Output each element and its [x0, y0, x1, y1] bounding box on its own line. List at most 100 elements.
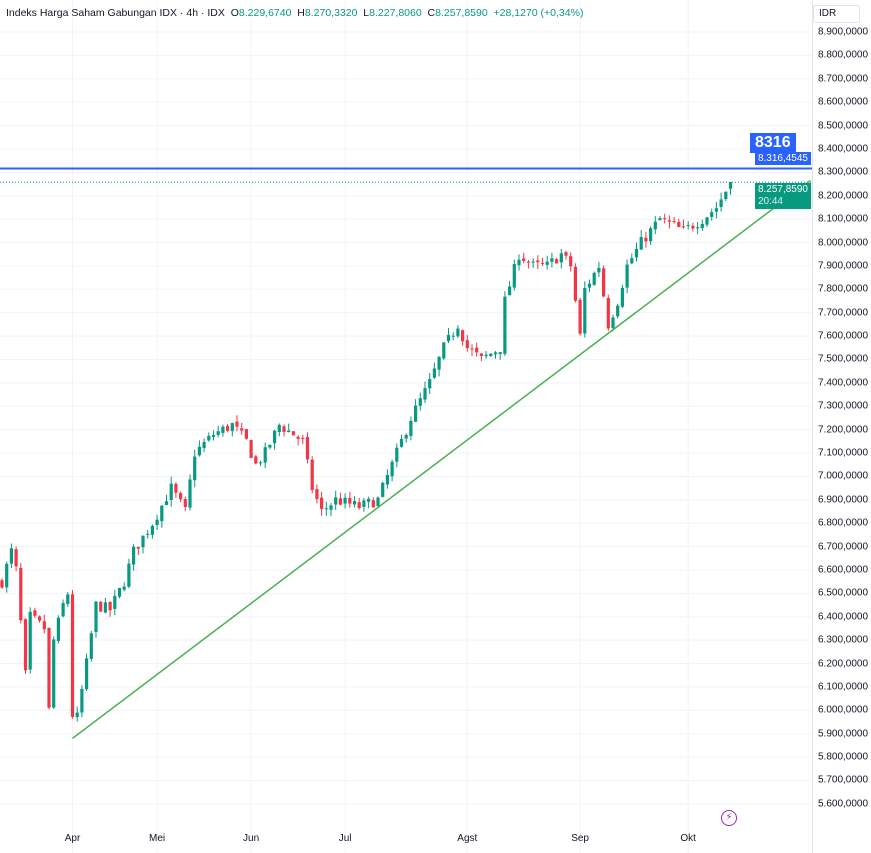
price-axis[interactable]: 8.900,0000 8.800,0000 8.700,0000 8.600,0000…: [812, 0, 871, 853]
candle-body: [244, 429, 248, 439]
price-tick-label: 7.500,0000: [818, 353, 869, 365]
candle-body: [428, 379, 432, 389]
price-tick-label: 7.300,0000: [818, 400, 869, 412]
time-tick-label: Mei: [149, 833, 166, 844]
lightning-icon[interactable]: ⚡︎: [721, 810, 737, 826]
candle-body: [216, 431, 220, 435]
symbol-title: Indeks Harga Saham Gabungan IDX · 4h · I…: [6, 7, 225, 19]
candle-body: [263, 447, 267, 463]
currency-button[interactable]: IDR: [813, 5, 860, 23]
candle-body: [235, 421, 239, 427]
time-tick-label: Jun: [243, 833, 260, 844]
candle-body: [315, 489, 319, 500]
candle-body: [630, 258, 634, 264]
candle-body: [620, 287, 624, 307]
price-tick-label: 8.000,0000: [818, 237, 869, 248]
change-value: +28,1270 (+0,34%): [493, 7, 584, 19]
candle-body: [634, 248, 639, 258]
candle-body: [183, 499, 187, 507]
candle-body: [329, 505, 333, 510]
candle-body: [33, 610, 37, 616]
price-tick-label: 6.700,0000: [818, 541, 869, 553]
candle-body: [442, 342, 446, 359]
candle-body: [569, 256, 573, 267]
candle-body: [409, 420, 413, 436]
low-value: 8.227,8060: [369, 7, 422, 19]
price-tick-label: 7.900,0000: [818, 260, 869, 272]
candle-body: [564, 252, 568, 256]
candle-body: [357, 502, 361, 509]
candle-body: [517, 259, 521, 266]
candle-body: [602, 268, 606, 297]
candle-body: [117, 587, 122, 597]
candle-body: [616, 305, 620, 317]
price-tick-label: 5.600,0000: [818, 798, 869, 810]
candle-body: [606, 298, 610, 329]
price-tick-label: 7.000,0000: [818, 470, 869, 482]
candle-body: [230, 423, 234, 432]
candle-body: [484, 354, 488, 357]
candle-body: [385, 474, 389, 485]
price-tick-label: 6.900,0000: [818, 494, 869, 506]
candle-body: [146, 533, 150, 535]
close-value: 8.257,8590: [435, 7, 488, 19]
candle-body: [221, 426, 225, 433]
candle-body: [540, 262, 545, 264]
candle-body: [348, 497, 352, 504]
candle-body: [493, 352, 498, 355]
candle-body: [343, 497, 347, 504]
candle-body: [559, 253, 563, 263]
price-chart[interactable]: [0, 0, 812, 853]
candle-body: [5, 563, 9, 588]
candle-body: [536, 260, 540, 263]
candle-body: [66, 594, 70, 604]
candle-body: [395, 447, 399, 462]
candle-body: [724, 191, 728, 199]
price-tick-label: 8.700,0000: [818, 73, 869, 85]
high-value: 8.270,3320: [304, 7, 358, 19]
time-tick-label: Apr: [64, 833, 81, 844]
candle-body: [663, 218, 667, 220]
candle-body: [122, 586, 126, 590]
candle-body: [644, 237, 648, 242]
candle-body: [381, 482, 385, 497]
candle-body: [423, 388, 427, 400]
candle-body: [287, 430, 291, 432]
candle-body: [700, 223, 704, 229]
candle-body: [672, 221, 676, 223]
candle-body: [61, 603, 65, 617]
candle-body: [649, 228, 653, 242]
candle-body: [404, 434, 408, 439]
candle-body: [522, 258, 526, 262]
candle-body: [226, 425, 230, 431]
candle-body: [338, 498, 342, 505]
candle-body: [23, 619, 28, 671]
candle-body: [691, 225, 695, 229]
candle-body: [127, 563, 131, 587]
price-tick-label: 7.800,0000: [818, 283, 869, 295]
candle-body: [512, 264, 516, 288]
candle-body: [625, 264, 629, 288]
price-tick-label: 6.400,0000: [818, 611, 869, 623]
price-tick-label: 6.300,0000: [818, 634, 869, 646]
candle-body: [211, 434, 216, 437]
candle-body: [305, 437, 310, 460]
candle-body: [498, 352, 502, 354]
candle-body: [352, 501, 357, 505]
candle-body: [9, 548, 13, 564]
candle-body: [254, 456, 258, 464]
price-tick-label: 6.000,0000: [818, 704, 869, 716]
candle-body: [136, 546, 140, 549]
candle-body: [320, 497, 324, 509]
price-tick-label: 6.500,0000: [818, 587, 869, 599]
candle-body: [52, 639, 56, 708]
price-tick-label: 8.300,0000: [818, 166, 869, 178]
candle-body: [188, 479, 192, 508]
alert-label[interactable]: 8316: [750, 133, 796, 153]
candle-body: [174, 483, 178, 493]
price-tick-label: 5.900,0000: [818, 728, 869, 740]
candle-body: [362, 500, 366, 507]
candle-body: [639, 237, 643, 250]
price-tick-label: 5.800,0000: [818, 751, 869, 763]
price-tick-label: 7.200,0000: [818, 424, 869, 436]
